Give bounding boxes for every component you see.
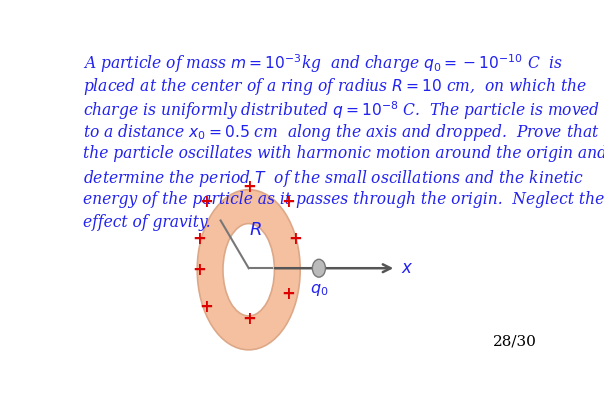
Text: +: +: [281, 286, 295, 303]
Text: +: +: [289, 230, 303, 248]
Text: to a distance $x_0 = 0.5$ cm  along the axis and dropped.  Prove that: to a distance $x_0 = 0.5$ cm along the a…: [83, 122, 599, 143]
Text: effect of gravity.: effect of gravity.: [83, 214, 210, 231]
Text: +: +: [242, 310, 255, 328]
Text: determine the period $T$  of the small oscillations and the kinetic: determine the period $T$ of the small os…: [83, 168, 583, 189]
Text: $x$: $x$: [401, 260, 413, 277]
Text: +: +: [242, 178, 255, 196]
Text: 28/30: 28/30: [493, 334, 536, 348]
Text: $q_0$: $q_0$: [310, 281, 328, 298]
Text: charge is uniformly distributed $q = 10^{-8}$ C.  The particle is moved: charge is uniformly distributed $q = 10^…: [83, 99, 600, 122]
Ellipse shape: [312, 259, 326, 277]
Ellipse shape: [197, 190, 300, 350]
Text: +: +: [200, 193, 213, 211]
Text: placed at the center of a ring of radius $R = 10$ cm,  on which the: placed at the center of a ring of radius…: [83, 76, 586, 97]
Text: +: +: [193, 230, 207, 248]
Text: +: +: [193, 261, 207, 279]
Text: the particle oscillates with harmonic motion around the origin and: the particle oscillates with harmonic mo…: [83, 145, 604, 162]
Text: A particle of mass $m = 10^{-3}$kg  and charge $q_0 = -10^{-10}$ C  is: A particle of mass $m = 10^{-3}$kg and c…: [83, 53, 562, 75]
Text: +: +: [281, 193, 295, 211]
Text: +: +: [200, 298, 213, 316]
Text: $R$: $R$: [249, 221, 262, 239]
Text: energy of the particle as it passes through the origin.  Neglect the: energy of the particle as it passes thro…: [83, 191, 604, 208]
Ellipse shape: [223, 224, 274, 316]
